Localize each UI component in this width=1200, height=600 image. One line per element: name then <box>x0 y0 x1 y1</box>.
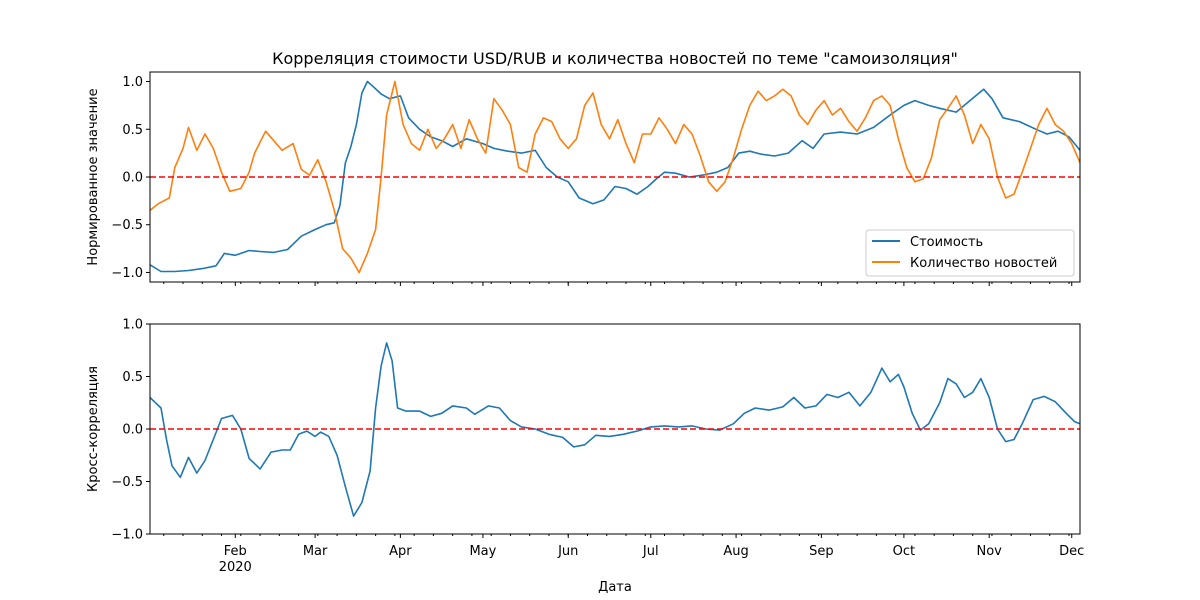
x-tick-label: Jun <box>557 544 578 559</box>
top-y-tick-label: 0.0 <box>122 171 143 186</box>
bottom-y-axis-label: Кросс-корреляция <box>86 366 101 492</box>
x-tick-label: Nov <box>977 544 1003 559</box>
chart-title: Корреляция стоимости USD/RUB и количеств… <box>272 49 958 68</box>
top-panel-ticks: −1.0 −0.5 0.0 0.5 1.0 <box>111 75 1073 286</box>
top-panel-series <box>149 80 1081 274</box>
x-axis-label: Дата <box>598 580 632 595</box>
bottom-y-tick-label: −0.5 <box>111 475 143 490</box>
top-y-tick-label: 0.5 <box>122 123 143 138</box>
x-tick-label: Aug <box>723 544 748 559</box>
legend: Стоимость Количество новостей <box>865 229 1075 277</box>
x-tick-label: Oct <box>893 544 915 559</box>
x-tick-label: Sep <box>809 544 834 559</box>
x-tick-sublabel: 2020 <box>219 560 252 575</box>
top-panel: −1.0 −0.5 0.0 0.5 1.0 Нормированное значение… <box>86 71 1081 286</box>
top-y-tick-label: −0.5 <box>111 218 143 233</box>
x-tick-label: Feb <box>224 544 247 559</box>
bottom-y-tick-label: 1.0 <box>122 318 143 333</box>
x-tick-label: Jul <box>642 544 659 559</box>
bottom-y-tick-label: 0.0 <box>122 423 143 438</box>
bottom-y-tick-label: −1.0 <box>111 528 143 543</box>
top-y-tick-label: −1.0 <box>111 266 143 281</box>
legend-label-news-count: Количество новостей <box>910 256 1057 271</box>
bottom-series-line-0 <box>149 342 1081 517</box>
bottom-panel-frame <box>149 323 1081 535</box>
bottom-y-tick-label: 0.5 <box>122 370 143 385</box>
x-tick-label: Dec <box>1059 544 1084 559</box>
bottom-panel-series <box>149 342 1081 517</box>
x-tick-label: Mar <box>303 544 328 559</box>
top-y-axis-label: Нормированное значение <box>86 88 101 265</box>
top-series-line-0 <box>149 80 1081 273</box>
legend-label-stoimost: Стоимость <box>910 235 983 250</box>
x-tick-label: May <box>469 544 496 559</box>
top-series-line-1 <box>149 80 1081 274</box>
legend-box <box>865 229 1075 277</box>
top-y-tick-label: 1.0 <box>122 75 143 90</box>
x-tick-label: Apr <box>389 544 412 559</box>
top-panel-frame <box>149 71 1081 283</box>
